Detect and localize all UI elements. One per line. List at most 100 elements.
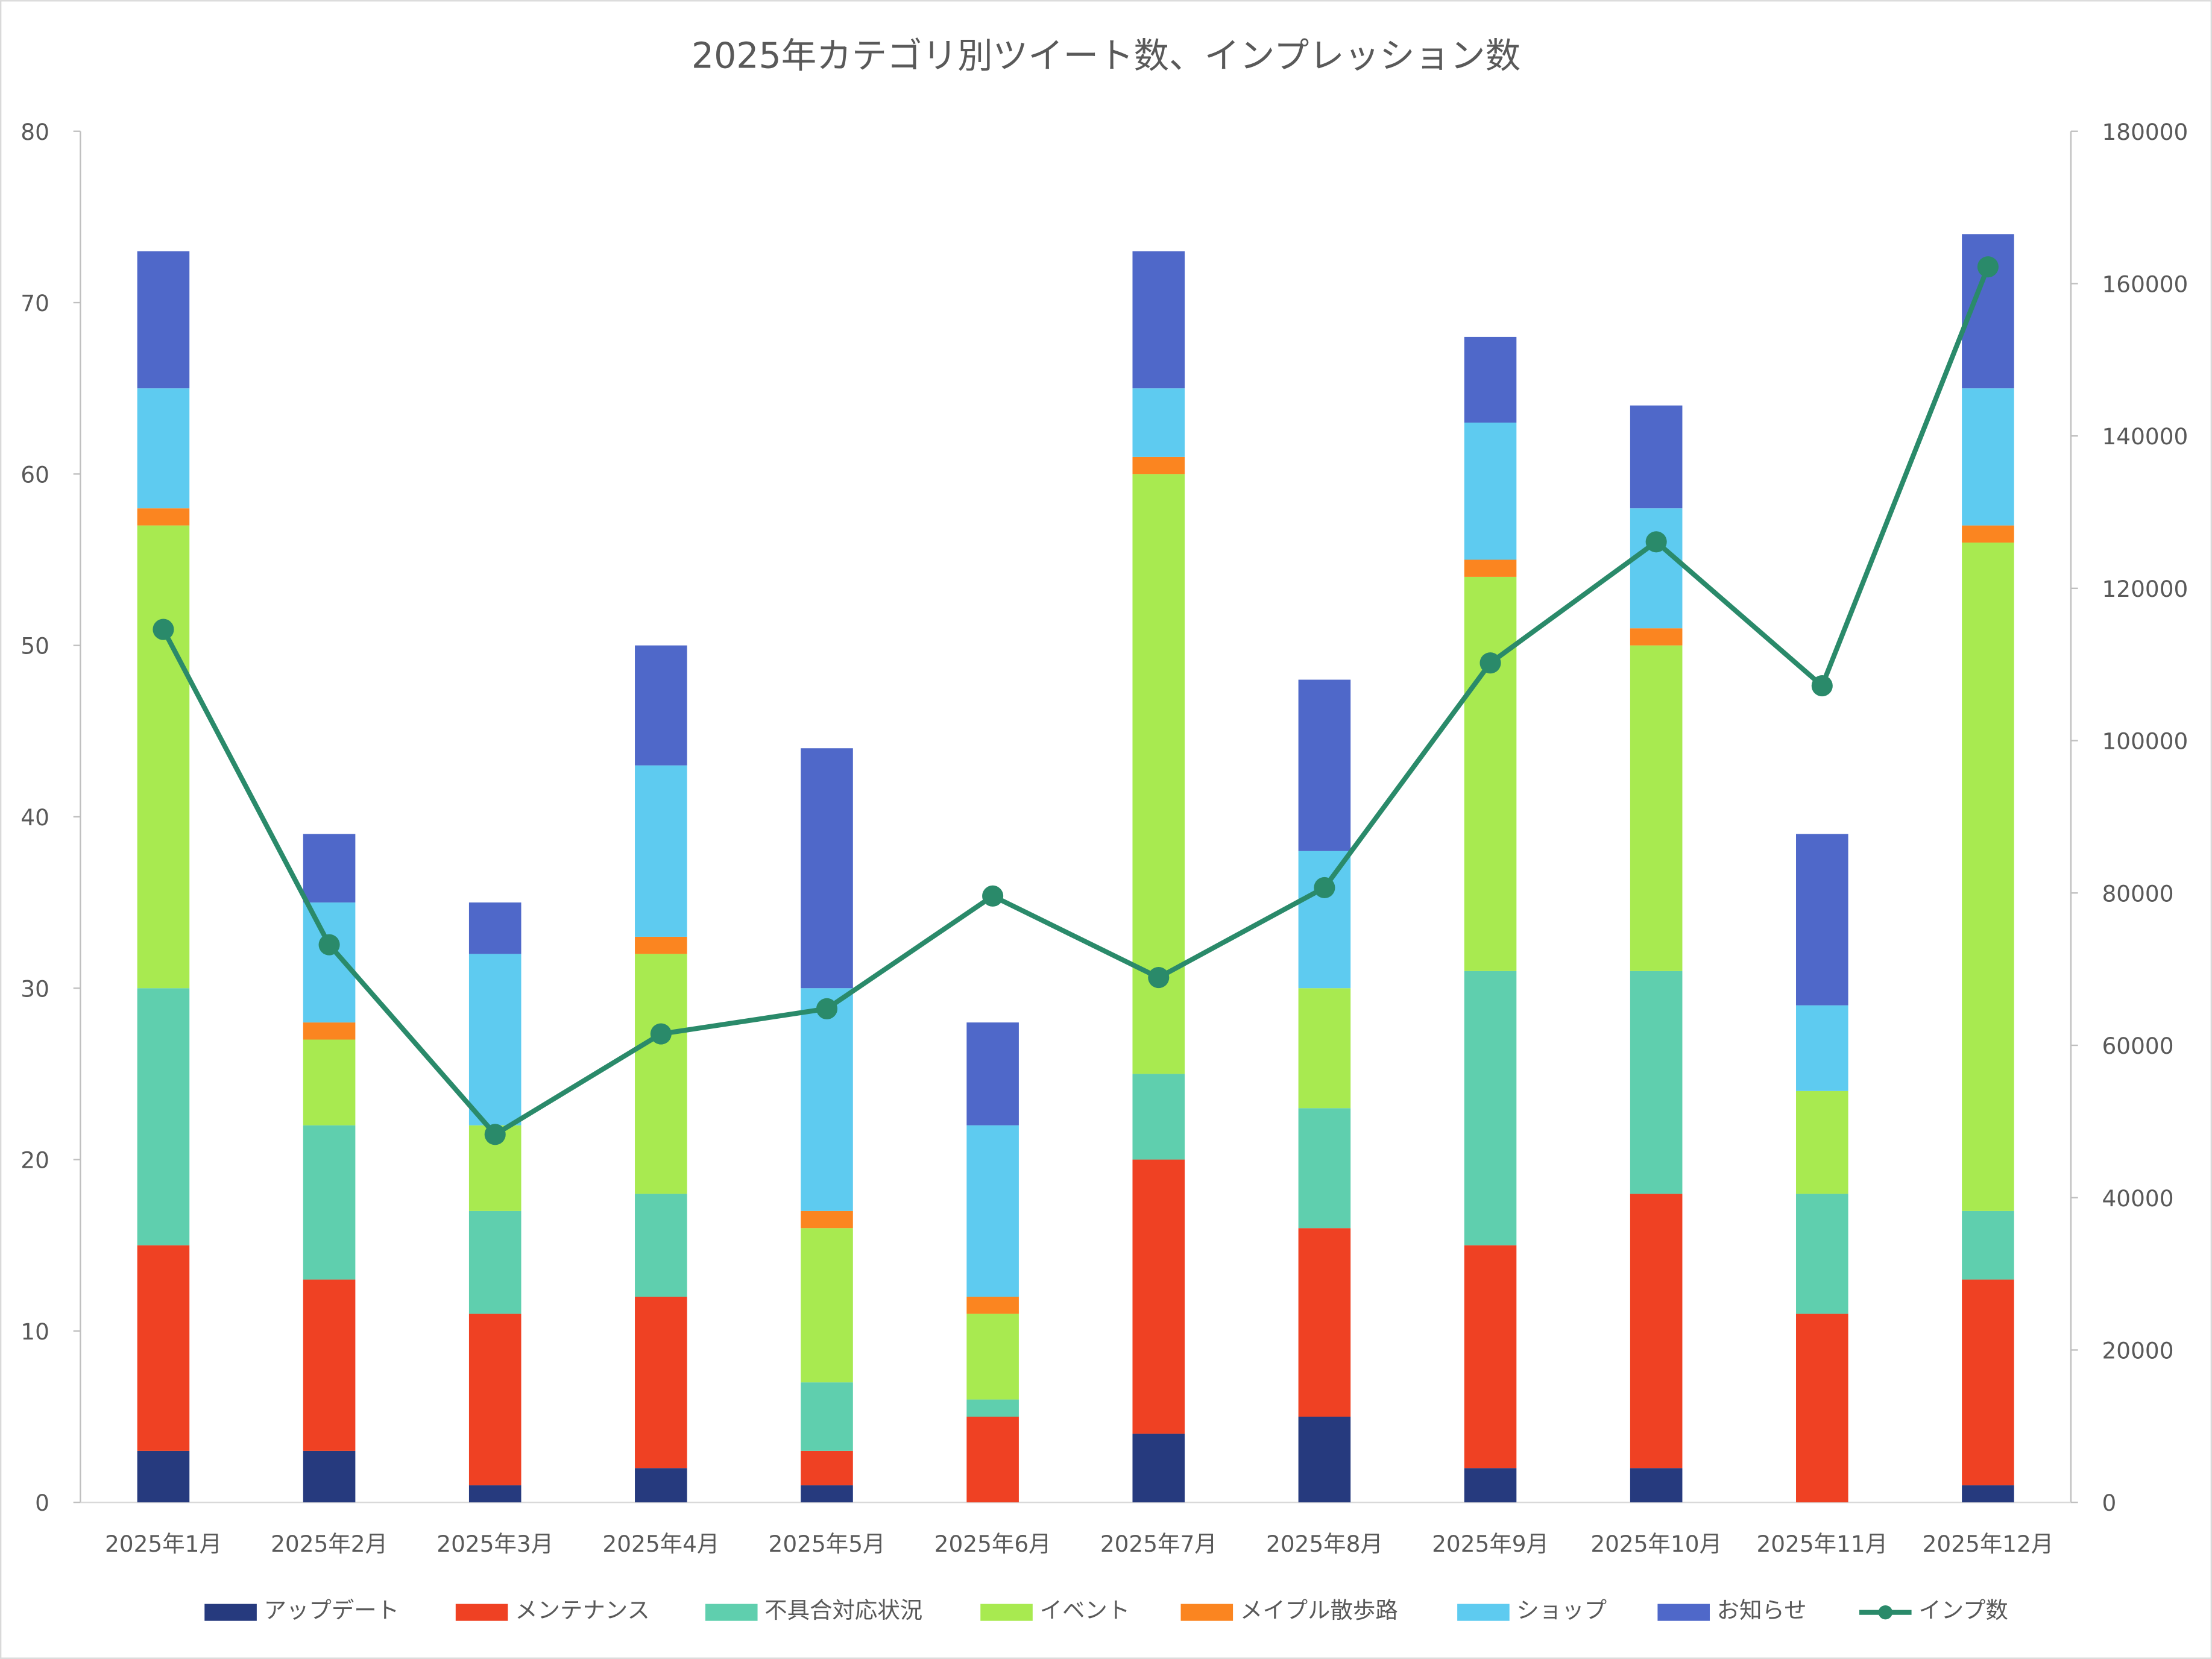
bar-segment (1132, 1434, 1185, 1503)
bar-segment (635, 1468, 687, 1503)
axes: 0 10 20 30 40 50 60 70 80 0 20000 40000 60000 80000 10… (20, 119, 2188, 1557)
bar-segment (468, 1485, 521, 1503)
bar-segment (1962, 525, 2014, 543)
y2-tick-label: 160000 (2102, 271, 2188, 297)
bar-segment (303, 1279, 356, 1451)
bar-segment (635, 1296, 687, 1469)
bar-segment (1298, 1108, 1351, 1229)
legend-swatch (1657, 1604, 1710, 1621)
bar-segment (1796, 1194, 1848, 1314)
bar-segment (635, 765, 687, 937)
bar-segment (801, 988, 853, 1211)
legend-label: アップデート (264, 1597, 400, 1623)
line-point (816, 998, 838, 1019)
bar-segment (635, 645, 687, 766)
bar-segment (1464, 1468, 1517, 1503)
line-path (161, 266, 1991, 1138)
line-point (1148, 967, 1170, 989)
y2-tick-label: 20000 (2102, 1337, 2173, 1364)
y2-tick-label: 80000 (2102, 880, 2173, 907)
y-tick-label: 70 (20, 290, 49, 316)
bar-segment (966, 1022, 1019, 1125)
bar-segment (1962, 1485, 2014, 1503)
bar-segment (1464, 559, 1517, 577)
chart-title: 2025年カテゴリ別ツイート数、インプレッション数 (692, 35, 1520, 76)
bar-segment (1630, 645, 1683, 971)
legend-label: メイプル散歩路 (1240, 1597, 1398, 1623)
x-tick-label: 2025年4月 (602, 1531, 719, 1557)
line-point (1314, 877, 1335, 899)
x-tick-label: 2025年9月 (1432, 1531, 1549, 1557)
bar-segment (468, 1314, 521, 1485)
y-tick-label: 30 (20, 975, 49, 1002)
impressions-line (153, 256, 1999, 1145)
bar-segment (1464, 576, 1517, 971)
bar-segment (1132, 456, 1185, 474)
bar-segment (801, 1485, 853, 1503)
bar-segment (1298, 851, 1351, 989)
line-point (318, 934, 340, 955)
bar-segment (1464, 423, 1517, 560)
bar-segment (1630, 628, 1683, 646)
legend-swatch (1457, 1604, 1510, 1621)
bar-segment (303, 1450, 356, 1503)
bar-segment (303, 1125, 356, 1280)
y-tick-label: 0 (35, 1490, 49, 1516)
legend-swatch (1180, 1604, 1234, 1621)
line-point (650, 1023, 672, 1045)
bar-segment (1298, 679, 1351, 851)
legend-swatch (705, 1604, 758, 1621)
y2-tick-label: 0 (2102, 1490, 2116, 1516)
y-tick-label: 80 (20, 119, 49, 145)
line-point (1479, 652, 1501, 674)
bar-segment (1630, 971, 1683, 1194)
bar-segment (1962, 1279, 2014, 1485)
bar-segment (137, 1450, 190, 1503)
legend-label: イベント (1040, 1597, 1130, 1623)
bar-segment (1630, 1194, 1683, 1469)
bar-segment (966, 1125, 1019, 1297)
bar-segment (966, 1416, 1019, 1503)
bar-segment (1132, 251, 1185, 389)
bar-segment (635, 954, 687, 1194)
bars (137, 234, 2014, 1503)
x-tick-label: 2025年8月 (1266, 1531, 1383, 1557)
bar-segment (1796, 1314, 1848, 1503)
y2-tick-label: 140000 (2102, 423, 2188, 450)
bar-segment (137, 251, 190, 389)
x-tick-label: 2025年7月 (1100, 1531, 1217, 1557)
bar-segment (137, 388, 190, 509)
bar-segment (303, 1039, 356, 1125)
legend-swatch (204, 1604, 257, 1621)
x-tick-label: 2025年5月 (769, 1531, 886, 1557)
line-point (1645, 531, 1667, 553)
bar-segment (1630, 405, 1683, 509)
legend-swatch (455, 1604, 508, 1621)
bar-segment (137, 525, 190, 989)
bar-segment (1132, 1074, 1185, 1160)
y-tick-label: 40 (20, 804, 49, 831)
line-point (1977, 256, 1999, 278)
legend-label: インプ数 (1918, 1597, 2008, 1623)
legend-label: メンテナンス (515, 1597, 650, 1623)
y2-tick-label: 100000 (2102, 728, 2188, 755)
bar-segment (635, 1194, 687, 1297)
x-tick-label: 2025年2月 (271, 1531, 388, 1557)
bar-segment (1796, 1005, 1848, 1091)
bar-segment (1298, 1228, 1351, 1417)
bar-segment (635, 936, 687, 954)
legend: アップデート メンテナンス 不具合対応状況 イベント メイプル散歩路 ショップ お知らせ イン… (204, 1597, 2008, 1623)
bar-segment (801, 1382, 853, 1451)
line-point (484, 1124, 506, 1145)
bar-segment (801, 1210, 853, 1229)
bar-segment (1464, 1245, 1517, 1469)
bar-segment (1630, 508, 1683, 629)
x-tick-label: 2025年6月 (934, 1531, 1051, 1557)
bar-segment (137, 1245, 190, 1451)
y2-tick-label: 180000 (2102, 119, 2188, 145)
y-tick-label: 50 (20, 633, 49, 660)
x-tick-label: 2025年12月 (1923, 1531, 2054, 1557)
bar-segment (966, 1314, 1019, 1400)
bar-segment (801, 748, 853, 989)
bar-segment (468, 902, 521, 954)
